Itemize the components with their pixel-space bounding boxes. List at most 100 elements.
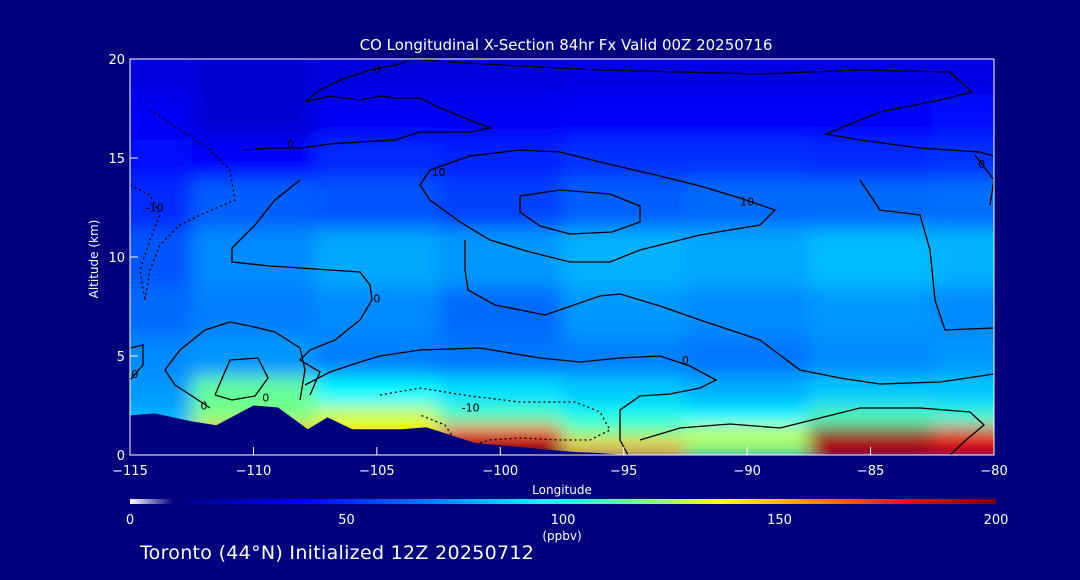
co-field-cells [130, 59, 994, 455]
plot-area: 0 0 10 10 -10 0 0 0 0 0 -10 0 [129, 58, 995, 456]
x-tick-label: −100 [482, 464, 518, 479]
field-cell [808, 405, 934, 427]
x-tick-label: −110 [236, 464, 272, 479]
field-cell [438, 336, 563, 377]
contour-label: 10 [740, 196, 754, 209]
co-concentration-field [130, 59, 994, 455]
contour-label: -10 [146, 202, 164, 215]
field-cell [562, 138, 687, 179]
contour-label: 0 [287, 138, 294, 151]
colorbar-units-label: (ppbv) [542, 529, 581, 543]
field-cell [562, 227, 687, 288]
field-cell [932, 59, 994, 95]
field-cell [438, 375, 563, 407]
x-tick-label: −85 [857, 464, 884, 479]
field-cell [808, 177, 934, 229]
field-cell [808, 93, 934, 140]
field-cell [315, 405, 440, 427]
field-cell [808, 375, 934, 407]
field-cell [191, 59, 317, 95]
contour-10-inner [519, 189, 641, 235]
field-cell [932, 440, 994, 455]
field-cell [808, 138, 934, 179]
field-cell [191, 286, 317, 338]
contour-0-mid [464, 240, 994, 385]
x-axis-label: Longitude [532, 483, 592, 497]
contour-label: 0 [373, 63, 380, 76]
co-contour-lines [130, 59, 994, 455]
contour-neg10-lower [379, 387, 611, 447]
field-cell [932, 336, 994, 377]
field-cell [130, 93, 193, 140]
field-cell [808, 336, 934, 377]
y-tick-label: 20 [108, 53, 125, 68]
colorbar-tick-label: 0 [126, 513, 134, 528]
contour-0-right-edge [974, 154, 994, 206]
field-cell [932, 93, 994, 140]
field-cell [808, 286, 934, 338]
field-cell [315, 93, 440, 140]
colorbar: 0 50 100 150 200 [126, 499, 1008, 528]
field-cell [562, 375, 687, 407]
negative-contour-lines [130, 109, 611, 447]
field-cell [685, 425, 810, 442]
contour-0-upper [304, 59, 411, 103]
contour-0-lower [304, 347, 718, 455]
colorbar-tick-label: 100 [551, 513, 576, 528]
colorbar-tick-label: 50 [338, 513, 355, 528]
y-tick-label: 15 [108, 152, 125, 167]
field-cell [562, 405, 687, 427]
field-cell [315, 227, 440, 288]
field-cell [191, 336, 317, 377]
contour-label: 0 [373, 293, 380, 306]
y-tick-label: 10 [108, 251, 125, 266]
x-tick-label: −105 [359, 464, 395, 479]
field-cell [315, 286, 440, 338]
y-tick-label: 0 [117, 449, 125, 464]
field-cell [932, 227, 994, 288]
field-cell [130, 375, 193, 407]
x-axis: −115 −110 −105 −100 −95 −90 −85 −80 [112, 447, 1008, 479]
field-cell [191, 375, 317, 407]
contour-0-loop [214, 357, 269, 401]
field-cell [315, 138, 440, 179]
x-tick-label: −95 [610, 464, 637, 479]
contour-label: 0 [978, 158, 985, 171]
field-cell [130, 138, 193, 179]
contour-0-left-b [164, 321, 306, 401]
footer-initialization-label: Toronto (44°N) Initialized 12Z 20250712 [140, 542, 535, 564]
terrain-mask [130, 405, 624, 455]
field-cell [130, 286, 193, 338]
field-cell [932, 425, 994, 442]
field-cell [562, 93, 687, 140]
contour-label: 10 [432, 166, 446, 179]
field-cell [685, 177, 810, 229]
field-cell [932, 375, 994, 407]
field-cell [191, 138, 317, 179]
field-cell [685, 405, 810, 427]
field-cell [315, 177, 440, 229]
field-cell [932, 177, 994, 229]
field-cell [130, 177, 193, 229]
contour-0-right [409, 59, 994, 157]
field-cell [438, 177, 563, 229]
field-cell [932, 138, 994, 179]
field-cell [315, 59, 440, 95]
contour-label: 0 [131, 368, 138, 381]
y-axis-label: Altitude (km) [87, 220, 101, 299]
field-cell [130, 59, 193, 95]
contour-0-main [231, 179, 373, 396]
field-cell [130, 336, 193, 377]
field-cell [562, 59, 687, 95]
contour-label: 0 [201, 400, 208, 413]
field-cell [685, 138, 810, 179]
y-tick-label: 5 [117, 350, 125, 365]
field-cell [191, 177, 317, 229]
chart-title: CO Longitudinal X-Section 84hr Fx Valid … [360, 36, 773, 54]
field-cell [438, 405, 563, 427]
contour-labels: 0 0 10 10 -10 0 0 0 0 0 -10 0 [131, 63, 985, 415]
field-cell [191, 227, 317, 288]
field-cell [438, 227, 563, 288]
